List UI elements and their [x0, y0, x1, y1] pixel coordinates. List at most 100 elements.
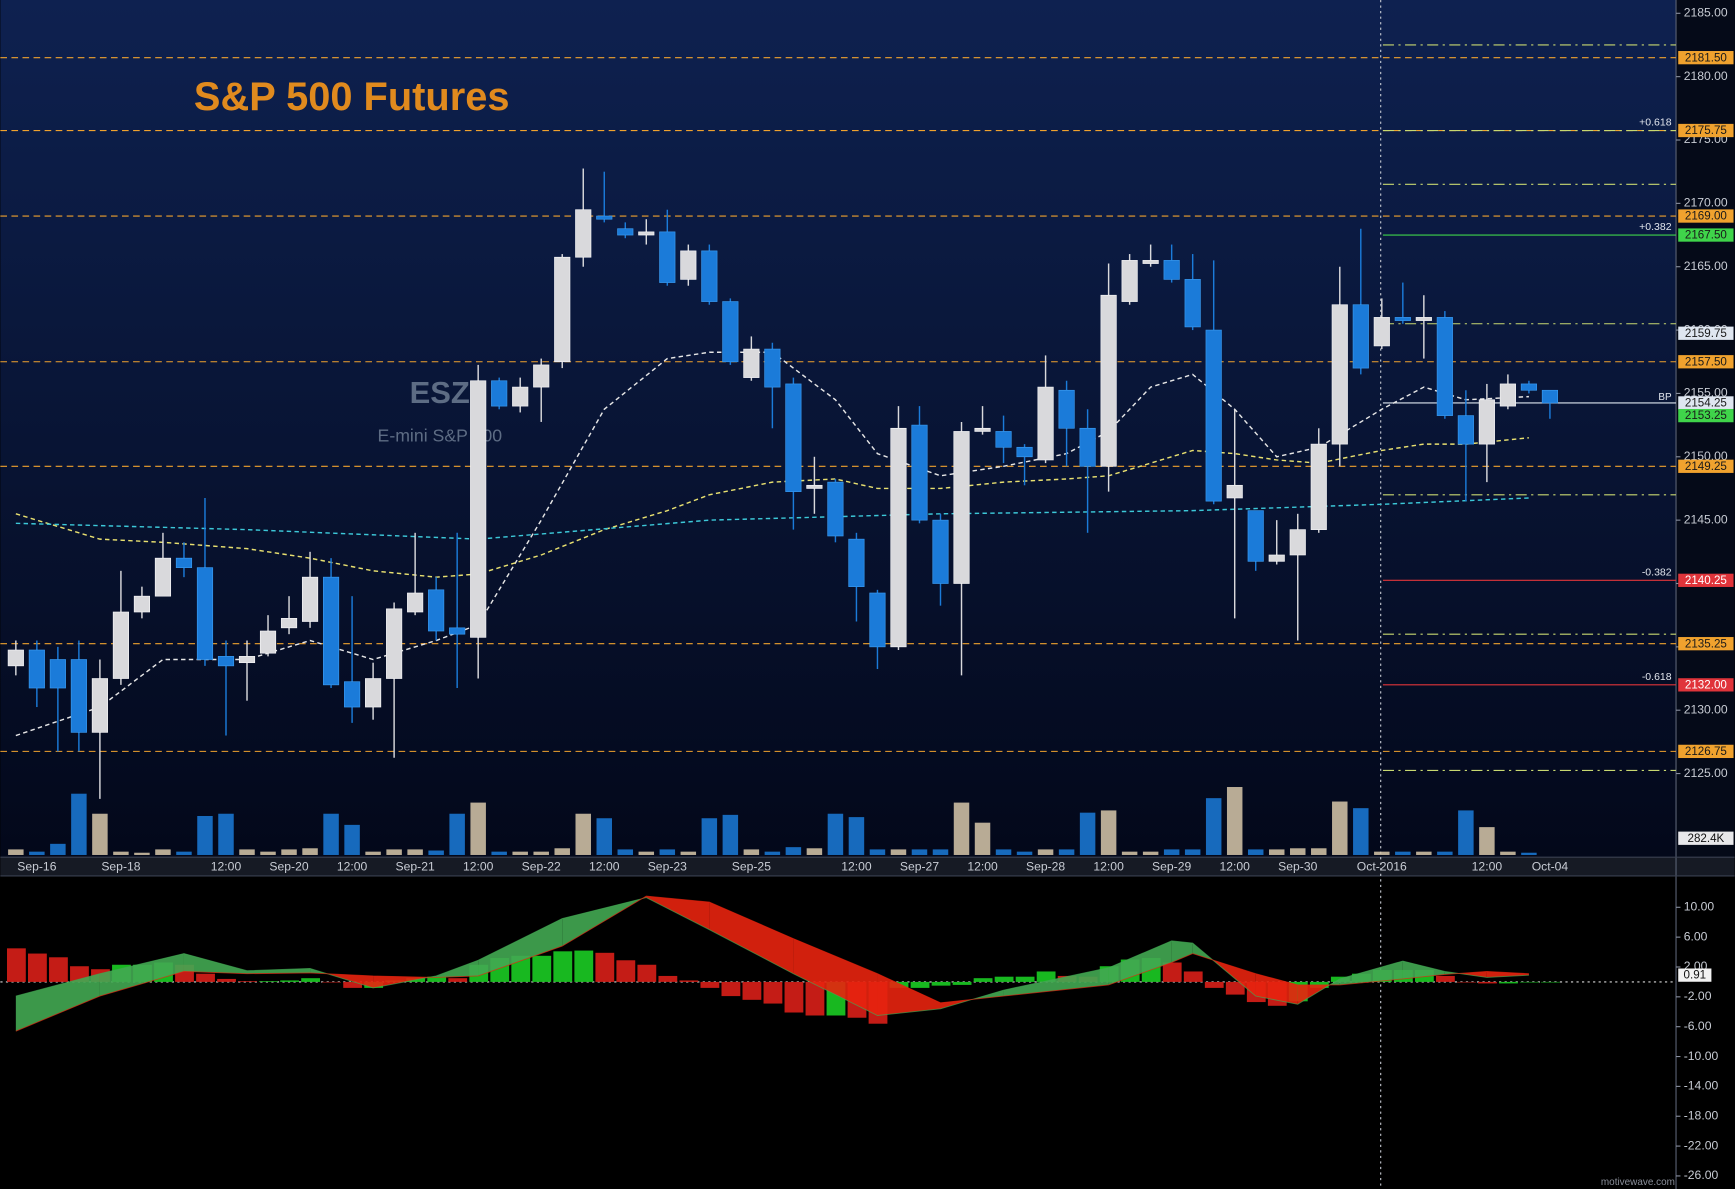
candle-body	[28, 649, 45, 689]
volume-bar	[701, 818, 718, 855]
candle-body	[1079, 427, 1096, 467]
macd-histogram-bar	[217, 978, 236, 982]
macd-y-tick-label: -26.00	[1684, 1168, 1719, 1182]
macd-ribbon	[1171, 940, 1193, 963]
macd-histogram-bar	[343, 981, 363, 988]
candle-body	[1268, 554, 1285, 562]
candle-body	[617, 228, 634, 236]
candle-body	[1415, 317, 1432, 321]
volume-bar	[302, 848, 318, 855]
volume-bar	[827, 813, 844, 855]
x-tick-label: Sep-27	[900, 859, 939, 873]
y-tick-label: 2145.00	[1684, 512, 1728, 526]
candle-body	[1289, 529, 1306, 556]
volume-bar	[428, 850, 444, 855]
volume-bar	[197, 815, 213, 855]
volume-bar	[323, 813, 339, 855]
level-label-box	[1678, 744, 1734, 759]
level-label: 2140.25	[1685, 574, 1727, 587]
x-tick-label: Sep-16	[17, 859, 56, 873]
macd-histogram-bar	[49, 957, 68, 982]
macd-ribbon	[247, 968, 311, 974]
level-label-box	[1678, 396, 1734, 410]
candle-body	[575, 209, 592, 258]
level-label: 2169.00	[1685, 210, 1727, 223]
macd-histogram-bar	[427, 976, 447, 982]
volume-bar	[575, 813, 591, 855]
candle-body	[491, 380, 508, 407]
macd-ribbon	[1255, 973, 1298, 1005]
moving-average	[15, 497, 1529, 540]
macd-y-tick-label: -18.00	[1684, 1108, 1719, 1122]
volume-bar	[1416, 851, 1432, 855]
candle-body	[470, 380, 487, 638]
x-tick-label: Oct-04	[1532, 859, 1569, 873]
candle-body	[49, 659, 66, 689]
macd-histogram-bar	[1036, 971, 1056, 982]
volume-bar	[1458, 810, 1474, 855]
volume-bar	[974, 822, 991, 855]
x-tick-label: Sep-29	[1152, 859, 1191, 873]
macd-histogram-bar	[763, 981, 783, 1004]
volume-bar	[1058, 849, 1075, 855]
volume-bar	[281, 849, 297, 855]
macd-histogram-bar	[28, 953, 47, 982]
volume-bar	[1395, 851, 1411, 855]
volume-bar	[1163, 849, 1180, 855]
candle-body	[7, 649, 24, 667]
volume-bar	[848, 817, 865, 855]
macd-ribbon	[183, 953, 248, 974]
macd-histogram-bar	[658, 975, 678, 982]
candle-body	[512, 386, 529, 407]
macd-histogram-bar	[616, 960, 636, 982]
macd-histogram-bar	[1520, 981, 1539, 983]
candle-body	[680, 250, 697, 280]
volume-bar	[1100, 810, 1117, 855]
macd-histogram-bar	[301, 978, 321, 982]
x-tick-label: Sep-18	[101, 859, 140, 873]
macd-y-tick-label: -14.00	[1684, 1079, 1719, 1093]
volume-bar	[50, 843, 66, 855]
macd-histogram-bar	[448, 978, 468, 982]
level-label-box	[1678, 51, 1734, 65]
macd-y-tick-label: 10.00	[1684, 900, 1715, 914]
macd-ribbon	[1402, 961, 1445, 979]
candle-body	[806, 484, 823, 489]
level-label: 2175.75	[1685, 124, 1727, 137]
x-tick-label: 12:00	[589, 859, 620, 873]
volume-marker-label: 282.4K	[1687, 832, 1724, 845]
volume-bar	[995, 849, 1012, 855]
x-tick-label: 12:00	[463, 859, 494, 873]
candle-body	[554, 256, 571, 363]
volume-bar	[155, 849, 171, 855]
volume-marker-box	[1678, 831, 1734, 845]
volume-bar	[1247, 849, 1264, 855]
macd-histogram-bar	[910, 981, 930, 988]
candle-body	[869, 592, 886, 648]
candle-body	[1520, 383, 1537, 391]
level-label: 2126.75	[1685, 745, 1727, 758]
level-label: 2149.25	[1685, 460, 1727, 473]
level-label: 2135.25	[1685, 637, 1727, 650]
macd-ribbon	[1486, 971, 1529, 978]
macd-histogram-bar	[1015, 976, 1035, 982]
macd-histogram-bar	[595, 952, 615, 982]
candle-body	[911, 424, 928, 521]
candle-body	[1541, 389, 1559, 404]
candle-body	[974, 427, 991, 432]
candle-body	[932, 519, 949, 584]
y-tick-label: 2125.00	[1684, 766, 1728, 780]
macd-ribbon	[1339, 961, 1403, 985]
level-label: 2157.50	[1685, 355, 1727, 368]
candle-body	[1394, 317, 1411, 321]
candle-body	[1478, 399, 1495, 445]
macd-histogram-bar	[196, 973, 215, 982]
macd-line	[15, 897, 1529, 1016]
level-label-box	[1678, 408, 1734, 423]
macd-histogram-bar	[1204, 981, 1224, 988]
candle-body	[344, 681, 361, 708]
macd-histogram-bar	[6, 948, 26, 982]
macd-marker-box	[1678, 968, 1712, 982]
volume-bar	[1332, 801, 1348, 855]
